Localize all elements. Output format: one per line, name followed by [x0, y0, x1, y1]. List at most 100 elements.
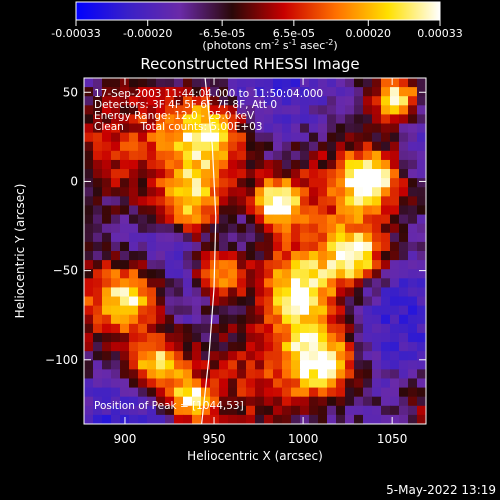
heatmap-cell	[408, 78, 418, 88]
heatmap-cell	[147, 114, 157, 125]
heatmap-cell	[246, 414, 256, 424]
heatmap-cell	[102, 332, 112, 343]
heatmap-cell	[237, 196, 247, 207]
heatmap-cell	[363, 169, 373, 179]
heatmap-cell	[381, 342, 391, 352]
heatmap-cell	[327, 287, 337, 298]
heatmap-cell	[147, 78, 157, 88]
heatmap-cell	[156, 378, 166, 389]
heatmap-cell	[201, 132, 211, 143]
heatmap-cell	[300, 414, 310, 424]
heatmap-cell	[201, 287, 211, 298]
heatmap-cell	[129, 223, 139, 234]
heatmap-cell	[201, 332, 211, 343]
heatmap-cell	[174, 414, 184, 424]
heatmap-cell	[165, 396, 175, 407]
heatmap-cell	[102, 314, 112, 325]
heatmap-cell	[138, 232, 148, 243]
heatmap-cell	[174, 342, 184, 352]
heatmap-cell	[372, 405, 382, 416]
heatmap-cell	[408, 105, 418, 116]
heatmap-cell	[120, 123, 130, 134]
heatmap-cell	[138, 260, 148, 270]
heatmap-cell	[345, 241, 355, 252]
heatmap-cell	[147, 296, 157, 307]
heatmap-cell	[390, 369, 400, 380]
heatmap-cell	[399, 287, 409, 298]
heatmap-cell	[390, 150, 400, 161]
heatmap-cell	[165, 405, 175, 416]
heatmap-cell	[336, 396, 346, 407]
heatmap-cell	[147, 287, 157, 298]
heatmap-cell	[336, 378, 346, 389]
heatmap-cell	[147, 196, 157, 207]
heatmap-cell	[228, 241, 238, 252]
heatmap-cell	[129, 114, 139, 125]
heatmap-cell	[246, 369, 256, 380]
heatmap-cell	[300, 141, 310, 152]
heatmap-cell	[363, 332, 373, 343]
heatmap-cell	[111, 132, 121, 143]
heatmap-cell	[120, 396, 130, 407]
heatmap-cell	[174, 278, 184, 289]
heatmap-cell	[129, 278, 139, 289]
heatmap-cell	[183, 323, 193, 334]
heatmap-cell	[183, 305, 193, 316]
heatmap-cell	[327, 378, 337, 389]
heatmap-cell	[93, 78, 103, 88]
heatmap-cell	[219, 78, 229, 88]
heatmap-cell	[237, 159, 247, 170]
heatmap-cell	[318, 323, 328, 334]
heatmap-cell	[417, 187, 426, 197]
heatmap-cell	[210, 287, 220, 298]
heatmap-cell	[327, 414, 337, 424]
heatmap-cell	[84, 169, 94, 179]
heatmap-cell	[354, 159, 364, 170]
heatmap-cell	[273, 78, 283, 88]
heatmap-cell	[291, 360, 301, 370]
heatmap-cell	[120, 241, 130, 252]
heatmap-cell	[138, 351, 148, 361]
heatmap-cell	[390, 87, 400, 97]
heatmap-cell	[282, 378, 292, 389]
heatmap-cell	[264, 96, 274, 106]
heatmap-cell	[201, 323, 211, 334]
heatmap-cell	[372, 396, 382, 407]
heatmap-cell	[174, 214, 184, 225]
colorbar-tick-label: -0.00020	[123, 27, 172, 40]
heatmap-cell	[219, 351, 229, 361]
heatmap-cell	[84, 305, 94, 316]
heatmap-cell	[237, 87, 247, 97]
heatmap-cell	[390, 159, 400, 170]
heatmap-cell	[219, 278, 229, 289]
heatmap-cell	[381, 87, 391, 97]
heatmap-cell	[408, 96, 418, 106]
heatmap-cell	[192, 169, 202, 179]
heatmap-cell	[93, 96, 103, 106]
heatmap-cell	[381, 141, 391, 152]
heatmap-cell	[228, 123, 238, 134]
heatmap-cell	[300, 278, 310, 289]
heatmap-cell	[219, 141, 229, 152]
heatmap-cell	[174, 241, 184, 252]
heatmap-cell	[408, 141, 418, 152]
heatmap-cell	[282, 387, 292, 398]
heatmap-cell	[291, 241, 301, 252]
heatmap-cell	[174, 405, 184, 416]
heatmap-cell	[165, 305, 175, 316]
heatmap-cell	[147, 323, 157, 334]
heatmap-cell	[219, 296, 229, 307]
heatmap-cell	[129, 323, 139, 334]
heatmap-cell	[228, 332, 238, 343]
heatmap-cell	[264, 114, 274, 125]
heatmap-cell	[156, 332, 166, 343]
heatmap-cell	[111, 196, 121, 207]
heatmap-cell	[363, 251, 373, 261]
heatmap-cell	[354, 323, 364, 334]
heatmap-cell	[147, 260, 157, 270]
heatmap-cell	[120, 287, 130, 298]
heatmap-cell	[111, 405, 121, 416]
heatmap-cell	[84, 296, 94, 307]
heatmap-cell	[300, 78, 310, 88]
heatmap-cell	[237, 287, 247, 298]
